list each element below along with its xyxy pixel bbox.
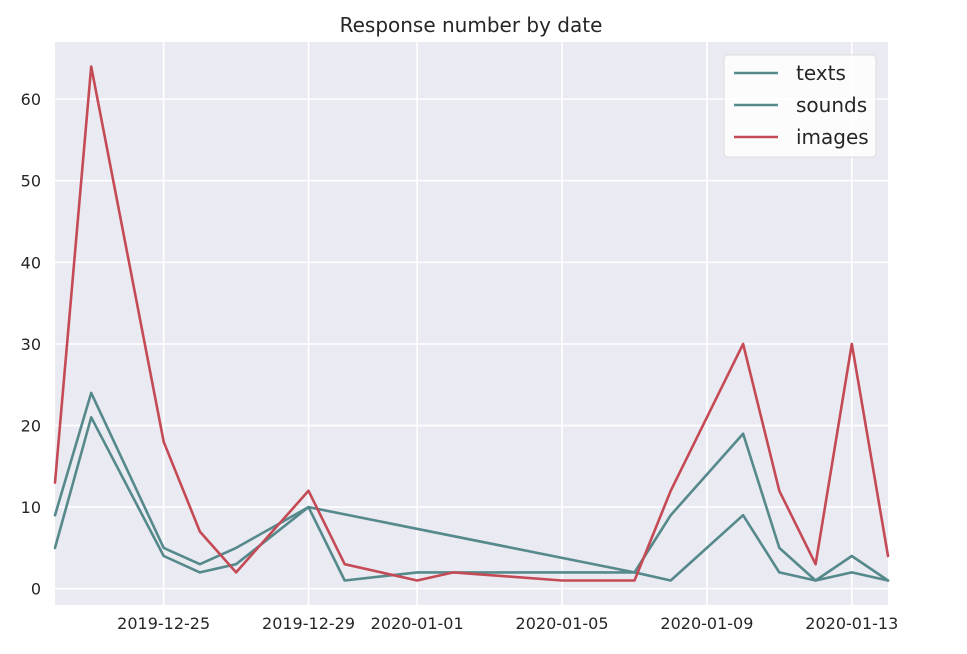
axis-ticks: 0 10 20 30 40 50 60 2019-12-25 2019-12-29 2020-01… [21, 90, 899, 633]
y-tick-label: 20 [21, 416, 41, 435]
grid-lines [55, 42, 888, 605]
legend-box [723, 54, 877, 158]
x-tick-label: 2020-01-05 [516, 614, 609, 633]
x-tick-label: 2020-01-09 [660, 614, 753, 633]
y-tick-label: 30 [21, 335, 41, 354]
legend-label-images: images [796, 125, 869, 149]
y-tick-label: 40 [21, 253, 41, 272]
x-tick-label: 2020-01-01 [371, 614, 464, 633]
legend-label-sounds: sounds [796, 93, 867, 117]
legend-label-texts: texts [796, 61, 846, 85]
chart-title: Response number by date [340, 13, 603, 37]
series-lines [53, 65, 890, 582]
y-tick-label: 0 [31, 580, 41, 599]
series-line-images [53, 65, 890, 582]
y-tick-label: 60 [21, 90, 41, 109]
x-tick-label: 2019-12-25 [117, 614, 210, 633]
x-tick-label: 2020-01-13 [805, 614, 898, 633]
x-tick-label: 2019-12-29 [262, 614, 355, 633]
legend: texts sounds images [723, 54, 877, 158]
y-tick-label: 10 [21, 498, 41, 517]
y-tick-label: 50 [21, 172, 41, 191]
